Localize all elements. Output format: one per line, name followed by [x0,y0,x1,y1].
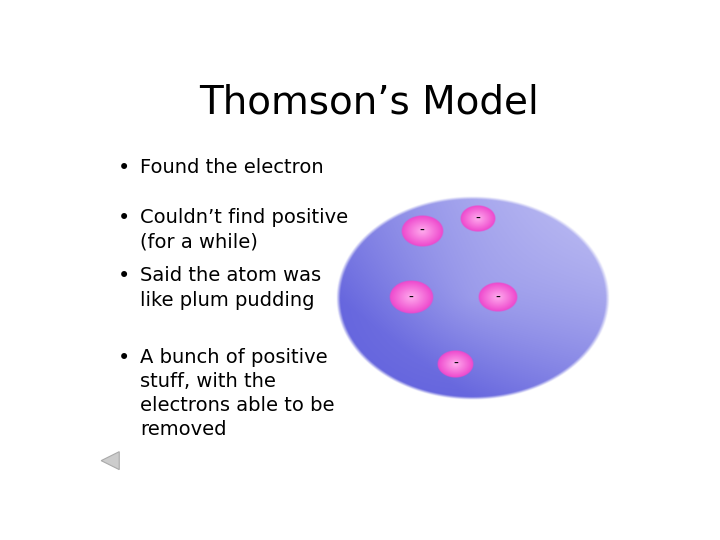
Text: Thomson’s Model: Thomson’s Model [199,83,539,121]
Text: •: • [118,208,130,228]
Text: Couldn’t find positive
(for a while): Couldn’t find positive (for a while) [140,208,348,252]
Text: -: - [495,291,500,305]
Text: A bunch of positive
stuff, with the
electrons able to be
removed: A bunch of positive stuff, with the elec… [140,348,335,440]
Text: •: • [118,158,130,178]
Text: •: • [118,266,130,286]
Text: -: - [420,224,425,238]
Text: -: - [408,291,413,305]
Polygon shape [101,451,120,470]
Text: Said the atom was
like plum pudding: Said the atom was like plum pudding [140,266,321,310]
Text: -: - [475,212,480,226]
Text: •: • [118,348,130,368]
Text: -: - [453,357,458,371]
Text: Found the electron: Found the electron [140,158,324,177]
